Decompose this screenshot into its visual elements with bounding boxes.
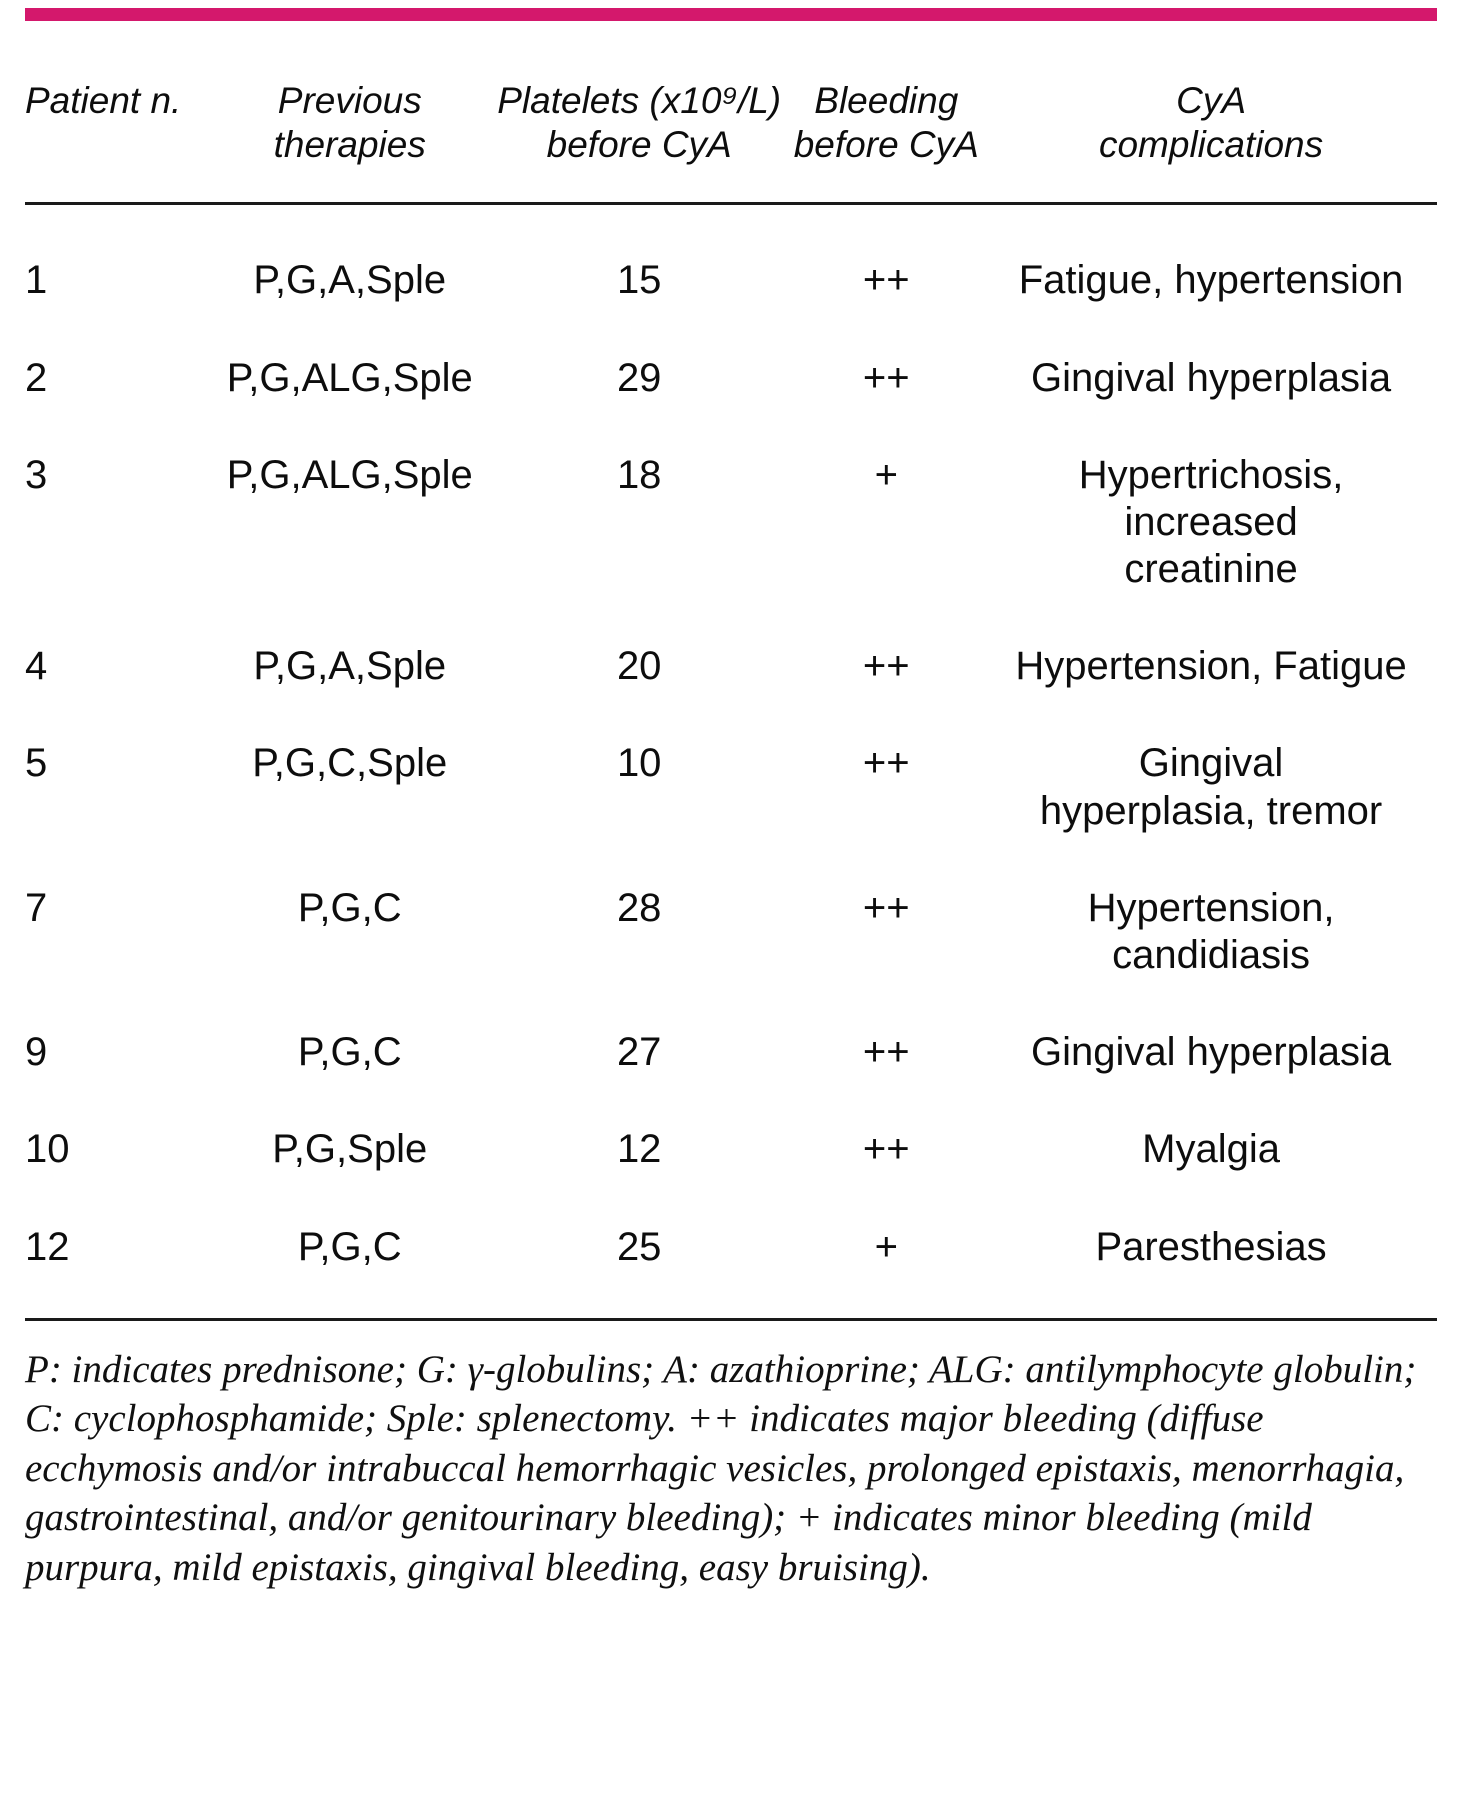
cell-complications: Hypertension, candidiasis [1087, 885, 1335, 977]
cell-platelets: 10 [616, 741, 662, 786]
accent-rule [25, 8, 1437, 21]
cell-platelets: 29 [616, 355, 662, 400]
cell-therapies: P,G,C,Sple [252, 741, 448, 786]
cell-therapies: P,G,ALG,Sple [226, 452, 473, 497]
cell-therapies: P,G,C [297, 1224, 402, 1269]
patients-table: Patient n. Previous therapies Platelets … [25, 79, 1437, 1296]
cell-bleeding: + [874, 1224, 898, 1269]
cell-complications: Gingival hyperplasia [1030, 355, 1392, 400]
cell-complications: Hypertension, Fatigue [1015, 644, 1407, 689]
cell-bleeding: ++ [862, 1030, 910, 1075]
cell-therapies: P,G,A,Sple [253, 644, 447, 689]
cell-platelets: 28 [616, 885, 662, 930]
table-row: 12 P,G,C 25 + Paresthesias [25, 1199, 1437, 1296]
cell-platelets: 15 [616, 258, 662, 303]
cell-bleeding: ++ [862, 741, 910, 786]
cell-complications: Fatigue, hypertension [1018, 258, 1404, 303]
cell-platelets: 25 [616, 1224, 662, 1269]
cell-therapies: P,G,Sple [272, 1127, 428, 1172]
footnote: P: indicates prednisone; G: γ-globulins;… [25, 1347, 1417, 1589]
table-row: 2 P,G,ALG,Sple 29 ++ Gingival hyperplasi… [25, 330, 1437, 427]
cell-patient: 4 [25, 644, 48, 689]
table-row: 1 P,G,A,Sple 15 ++ Fatigue, hypertension [25, 204, 1437, 330]
cell-bleeding: ++ [862, 258, 910, 303]
cell-platelets: 18 [616, 452, 662, 497]
paper-table-figure: Patient n. Previous therapies Platelets … [25, 8, 1437, 1593]
cell-therapies: P,G,A,Sple [253, 258, 447, 303]
header-platelets: Platelets (x10⁹/L) before CyA [490, 79, 788, 206]
table-row: 5 P,G,C,Sple 10 ++ Gingival hyperplasia,… [25, 715, 1437, 859]
table-row: 10 P,G,Sple 12 ++ Myalgia [25, 1101, 1437, 1198]
cell-therapies: P,G,C [297, 885, 402, 930]
cell-platelets: 27 [616, 1030, 662, 1075]
cell-patient: 3 [25, 452, 48, 497]
cell-complications: Paresthesias [1095, 1224, 1327, 1269]
cell-therapies: P,G,C [297, 1030, 402, 1075]
cell-therapies: P,G,ALG,Sple [226, 355, 473, 400]
footnote-section: P: indicates prednisone; G: γ-globulins;… [25, 1317, 1437, 1593]
cell-patient: 5 [25, 741, 48, 786]
cell-patient: 7 [25, 885, 48, 930]
cell-patient: 9 [25, 1030, 48, 1075]
cell-platelets: 20 [616, 644, 662, 689]
cell-patient: 1 [25, 258, 48, 303]
cell-bleeding: ++ [862, 644, 910, 689]
header-patient: Patient n. [25, 79, 209, 206]
table-row: 9 P,G,C 27 ++ Gingival hyperplasia [25, 1004, 1437, 1101]
cell-bleeding: ++ [862, 885, 910, 930]
table-row: 7 P,G,C 28 ++ Hypertension, candidiasis [25, 860, 1437, 1004]
cell-bleeding: ++ [862, 1127, 910, 1172]
table-row: 4 P,G,A,Sple 20 ++ Hypertension, Fatigue [25, 618, 1437, 715]
cell-complications: Gingival hyperplasia, tremor [1039, 741, 1383, 833]
cell-bleeding: + [874, 452, 898, 497]
cell-complications: Hypertrichosis, increased creatinine [1078, 452, 1344, 592]
cell-platelets: 12 [616, 1127, 662, 1172]
cell-patient: 10 [25, 1127, 70, 1172]
cell-complications: Myalgia [1142, 1127, 1280, 1172]
header-row: Patient n. Previous therapies Platelets … [25, 79, 1437, 206]
header-bleeding: Bleeding before CyA [787, 79, 986, 206]
header-therapies: Previous therapies [208, 79, 491, 206]
table-row: 3 P,G,ALG,Sple 18 + Hypertrichosis, incr… [25, 427, 1437, 619]
cell-patient: 12 [25, 1224, 70, 1269]
cell-complications: Gingival hyperplasia [1030, 1030, 1392, 1075]
cell-patient: 2 [25, 355, 48, 400]
cell-bleeding: ++ [862, 355, 910, 400]
header-complications: CyA complications [985, 79, 1437, 206]
